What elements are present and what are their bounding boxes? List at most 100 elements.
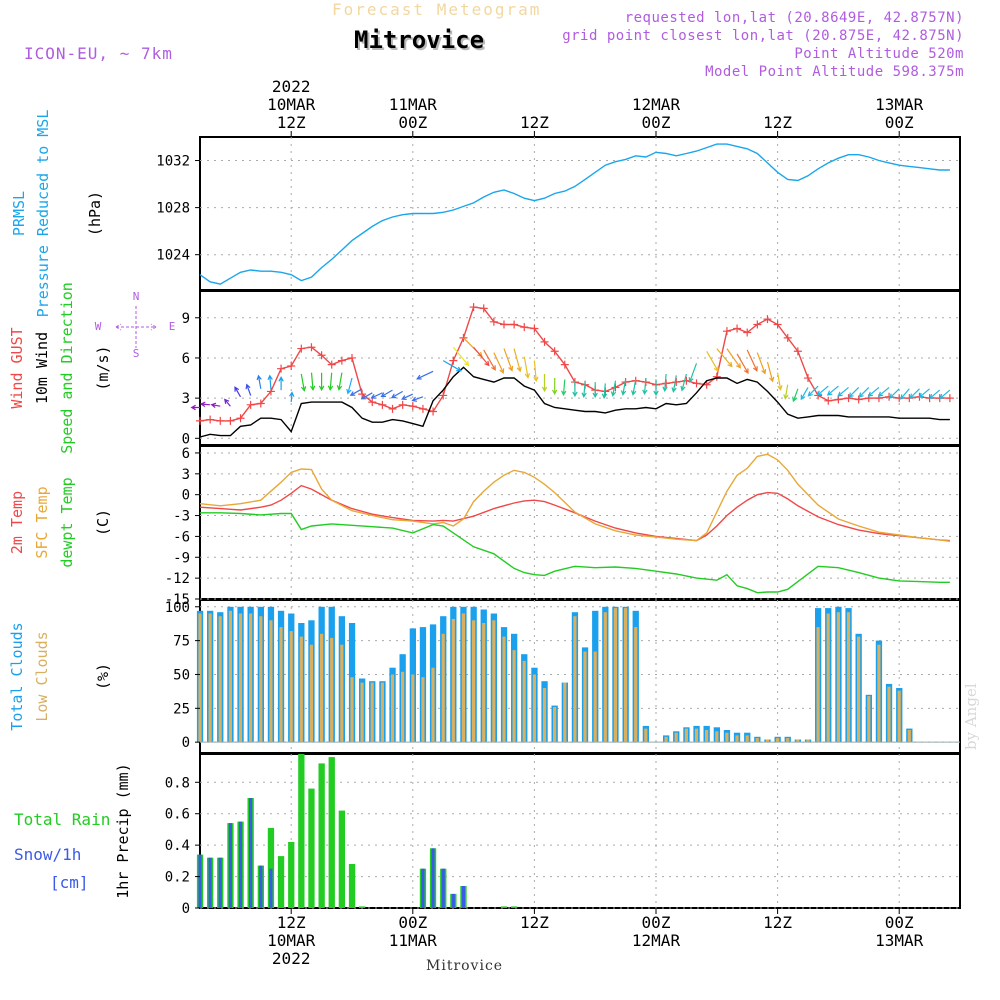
ytick-label-wind: 3: [182, 391, 190, 407]
ytick-label-temperature: -6: [173, 529, 190, 545]
bottom-time-label: 00Z: [885, 913, 914, 932]
axis-labels: 1024 1028 1032 PRMSL Pressure Reduced to MSL…: [8, 77, 924, 968]
top-time-label: 12Z: [520, 113, 549, 132]
bar-rain: [348, 864, 356, 908]
bar-low: [816, 627, 820, 743]
bar-low: [472, 620, 476, 743]
gust-marker: [226, 416, 235, 425]
bar-low: [857, 636, 861, 743]
model-label: ICON-EU, ~ 7km: [24, 44, 173, 63]
wind-arrow: [909, 388, 920, 399]
bar-rain: [277, 856, 285, 908]
ytick-label-temperature: -12: [165, 571, 190, 587]
bar-low: [461, 613, 465, 743]
compass-n: N: [133, 290, 140, 303]
wind-arrow: [581, 382, 587, 399]
gust-marker: [753, 320, 762, 329]
wind-arrow: [223, 398, 231, 407]
wind-arrow: [858, 386, 870, 398]
bar-snow: [208, 857, 212, 908]
ytick-label-clouds: 0: [182, 735, 190, 751]
bar-low: [441, 633, 445, 743]
ytick-label-wind: 0: [182, 431, 190, 447]
bar-low: [238, 613, 243, 743]
wind-arrow: [929, 389, 941, 400]
bar-low: [867, 696, 871, 743]
grid-point-coords: grid point closest lon,lat (20.875E, 42.…: [562, 28, 964, 44]
gust-marker: [479, 304, 488, 313]
wind-arrow: [766, 361, 775, 383]
ytick-label-temperature: -9: [173, 550, 190, 566]
compass-w: W: [95, 320, 102, 333]
bar-low: [796, 739, 800, 743]
bar-low: [593, 651, 597, 743]
requested-coords: requested lon,lat (20.8649E, 42.8757N): [624, 10, 964, 26]
wind-arrow: [877, 386, 890, 397]
gust-marker: [489, 317, 498, 326]
wind-arrow: [523, 356, 530, 379]
wind-arrow: [610, 380, 617, 397]
bar-low: [390, 674, 395, 743]
gust-marker: [297, 344, 306, 353]
gust-marker: [307, 343, 316, 352]
wind-arrow: [473, 346, 490, 367]
gust-marker: [348, 353, 356, 362]
gust-marker: [469, 303, 478, 312]
bar-low: [765, 739, 769, 743]
ytick-label-pressure: 1028: [156, 201, 190, 217]
wind-arrow: [483, 349, 496, 371]
gust-marker: [459, 333, 468, 342]
wind-arrow: [370, 392, 383, 399]
wind-arrow: [551, 378, 558, 396]
bar-low: [745, 735, 749, 743]
compass-arrows: [115, 306, 157, 348]
bar-low: [249, 613, 253, 743]
ytick-label-precip: 0.2: [165, 870, 190, 886]
bar-low: [370, 682, 374, 743]
gust-marker: [236, 414, 245, 423]
gust-marker: [743, 328, 752, 337]
bar-low: [492, 620, 496, 743]
wind-arrow: [918, 388, 930, 399]
gust-marker: [793, 347, 802, 356]
wind-arrow: [726, 348, 742, 369]
bar-low: [218, 616, 222, 743]
bar-snow: [431, 848, 435, 908]
ytick-label-temperature: 6: [182, 446, 190, 462]
bar-low: [786, 738, 790, 743]
bar-low: [411, 674, 415, 743]
gust-marker: [550, 347, 559, 356]
wind-arrow: [442, 360, 462, 372]
ylabel-clouds: Total Clouds: [8, 622, 26, 730]
wind-arrow: [736, 353, 749, 374]
bar-low: [340, 644, 344, 743]
bar-snow: [269, 868, 273, 908]
bar-low: [735, 735, 739, 743]
gust-marker: [206, 415, 215, 424]
wind-arrow: [390, 390, 403, 399]
top-time-label: 12Z: [277, 113, 306, 132]
bar-low: [350, 677, 354, 743]
bar-low: [360, 682, 364, 743]
wind-arrow: [411, 396, 424, 402]
top-time-label: 10MAR: [267, 95, 316, 114]
gust-marker: [560, 360, 569, 369]
bar-snow: [259, 865, 263, 908]
wind-arrow: [620, 379, 627, 396]
ytick-label-temperature: -3: [173, 509, 190, 525]
gust-marker: [611, 383, 620, 392]
wind-arrow: [533, 360, 539, 383]
ytick-label-temperature: 0: [182, 488, 190, 504]
wind-arrow: [601, 383, 608, 400]
bar-low: [846, 612, 851, 743]
ytick-label-clouds: 50: [173, 667, 190, 683]
bar-rain: [328, 757, 335, 908]
wind-arrow: [662, 373, 668, 393]
panel-frame-pressure: [199, 136, 961, 291]
wind-arrow: [503, 348, 514, 372]
bar-low: [522, 660, 526, 743]
gust-marker: [773, 320, 782, 329]
gust-marker: [783, 333, 792, 342]
point-altitude: Point Altitude 520m: [794, 46, 964, 62]
